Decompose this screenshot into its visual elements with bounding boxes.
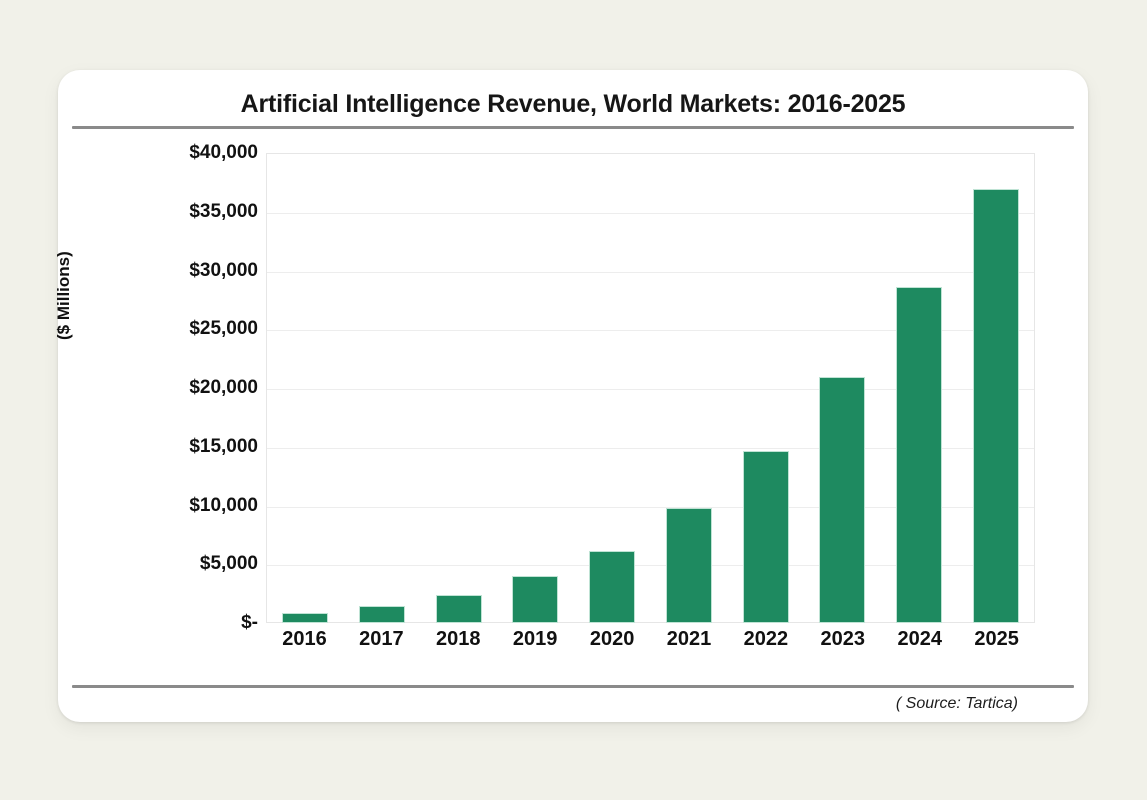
bar-2024[interactable] — [896, 288, 941, 622]
y-axis-tick-label: $30,000 — [189, 259, 258, 281]
gridline — [267, 389, 1034, 390]
y-axis-tick-label: $5,000 — [199, 553, 258, 575]
gridline — [267, 330, 1034, 332]
y-axis-tick-labels: $40,000 $35,000 $30,000 $25,000 $20,000 $15,0… — [98, 142, 258, 633]
y-axis-title: ($ Millions) — [54, 251, 73, 340]
title-divider — [72, 126, 1074, 129]
y-axis-tick-label: $15,000 — [189, 435, 258, 457]
bar-2016[interactable] — [283, 614, 328, 622]
bar-2017[interactable] — [360, 607, 405, 622]
source-note: ( Source: Tartica) — [895, 695, 1018, 712]
gridline — [267, 271, 1034, 273]
bar-2025[interactable] — [973, 189, 1018, 622]
chart-title: Artificial Intelligence Revenue, World M… — [240, 90, 906, 118]
x-axis-tick-label-2017: 2017 — [359, 628, 404, 650]
y-axis-tick-label: $35,000 — [189, 200, 258, 222]
footer-divider — [72, 685, 1074, 688]
bar-slot — [651, 154, 728, 622]
chart-card: Artificial Intelligence Revenue, World M… — [54, 70, 1088, 722]
bar-slot — [497, 154, 574, 622]
x-axis-tick-label-2018: 2018 — [436, 628, 481, 650]
y-axis-tick-label: $25,000 — [189, 318, 258, 340]
gridline — [267, 447, 1034, 449]
bar-2019[interactable] — [513, 577, 558, 622]
x-axis-tick-label-2022: 2022 — [743, 628, 789, 650]
bar-slot — [420, 154, 497, 622]
gridline — [267, 212, 1034, 214]
bar-slot — [574, 154, 651, 622]
x-axis-tick-label-2024: 2024 — [897, 628, 942, 650]
x-axis-tick-label-2016: 2016 — [282, 628, 327, 650]
bar-slot — [267, 154, 344, 622]
bar-2020[interactable] — [590, 551, 635, 622]
x-axis-tick-label-2020: 2020 — [589, 628, 635, 650]
x-axis-tick-labels: 2016 2017 2018 2019 2020 2021 2022 2023 2024 2025 — [266, 628, 1035, 651]
plot-area — [266, 153, 1035, 623]
bar-slot — [344, 154, 421, 622]
x-axis-tick-label-2023: 2023 — [820, 628, 866, 650]
bar-series — [267, 154, 1034, 622]
bar-2022[interactable] — [743, 451, 788, 622]
gridline — [267, 565, 1034, 567]
x-axis-tick-label-2025: 2025 — [974, 628, 1019, 650]
bar-2018[interactable] — [436, 596, 481, 622]
x-axis-tick-label-2019: 2019 — [512, 628, 558, 650]
bar-slot — [727, 154, 804, 622]
gridline — [267, 506, 1034, 508]
bar-2023[interactable] — [820, 377, 865, 622]
bar-2021[interactable] — [666, 509, 711, 622]
y-axis-tick-label: $40,000 — [189, 142, 258, 163]
y-axis-tick-label: $20,000 — [189, 377, 258, 398]
bar-slot — [804, 154, 881, 622]
bar-slot — [957, 154, 1034, 622]
y-axis-tick-label: $10,000 — [189, 494, 258, 516]
x-axis-tick-label-2021: 2021 — [666, 628, 712, 650]
y-axis-tick-label: $- — [241, 612, 258, 633]
bar-slot — [881, 154, 958, 622]
